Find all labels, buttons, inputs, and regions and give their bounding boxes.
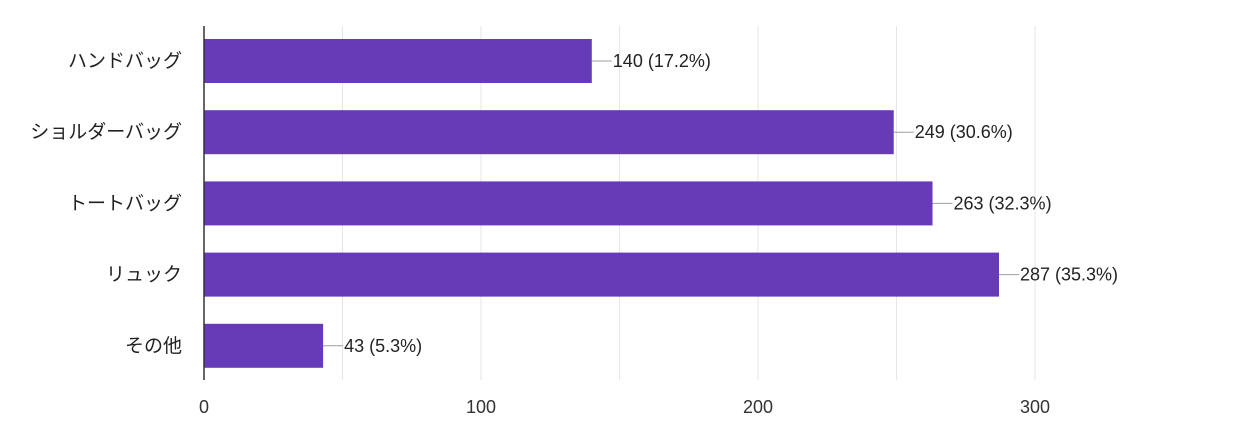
data-label: 287 (35.3%): [1020, 265, 1118, 285]
x-tick-label: 200: [743, 397, 773, 417]
data-label-leaders: [323, 60, 1019, 347]
bar: [204, 39, 592, 83]
data-labels: 140 (17.2%) 249 (30.6%) 263 (32.3%) 287 (35…: [344, 51, 1118, 356]
bar: [204, 252, 999, 297]
bar: [204, 110, 894, 155]
bar: [204, 323, 324, 368]
data-label: 263 (32.3%): [954, 193, 1052, 213]
x-axis-tick-labels: 0 100 200 300: [199, 397, 1050, 417]
category-label: その他: [125, 335, 182, 357]
category-label: ハンドバッグ: [68, 50, 182, 72]
category-label: リュック: [106, 264, 182, 286]
data-label: 43 (5.3%): [344, 336, 422, 356]
x-tick-label: 100: [466, 397, 496, 417]
bars: [204, 39, 999, 368]
data-label: 140 (17.2%): [613, 51, 711, 71]
bar: [204, 181, 933, 226]
category-label: ショルダーバッグ: [30, 121, 182, 143]
category-label: トートバッグ: [68, 192, 182, 214]
x-tick-label: 0: [199, 397, 209, 417]
x-tick-label: 300: [1020, 397, 1050, 417]
data-label: 249 (30.6%): [915, 122, 1013, 142]
